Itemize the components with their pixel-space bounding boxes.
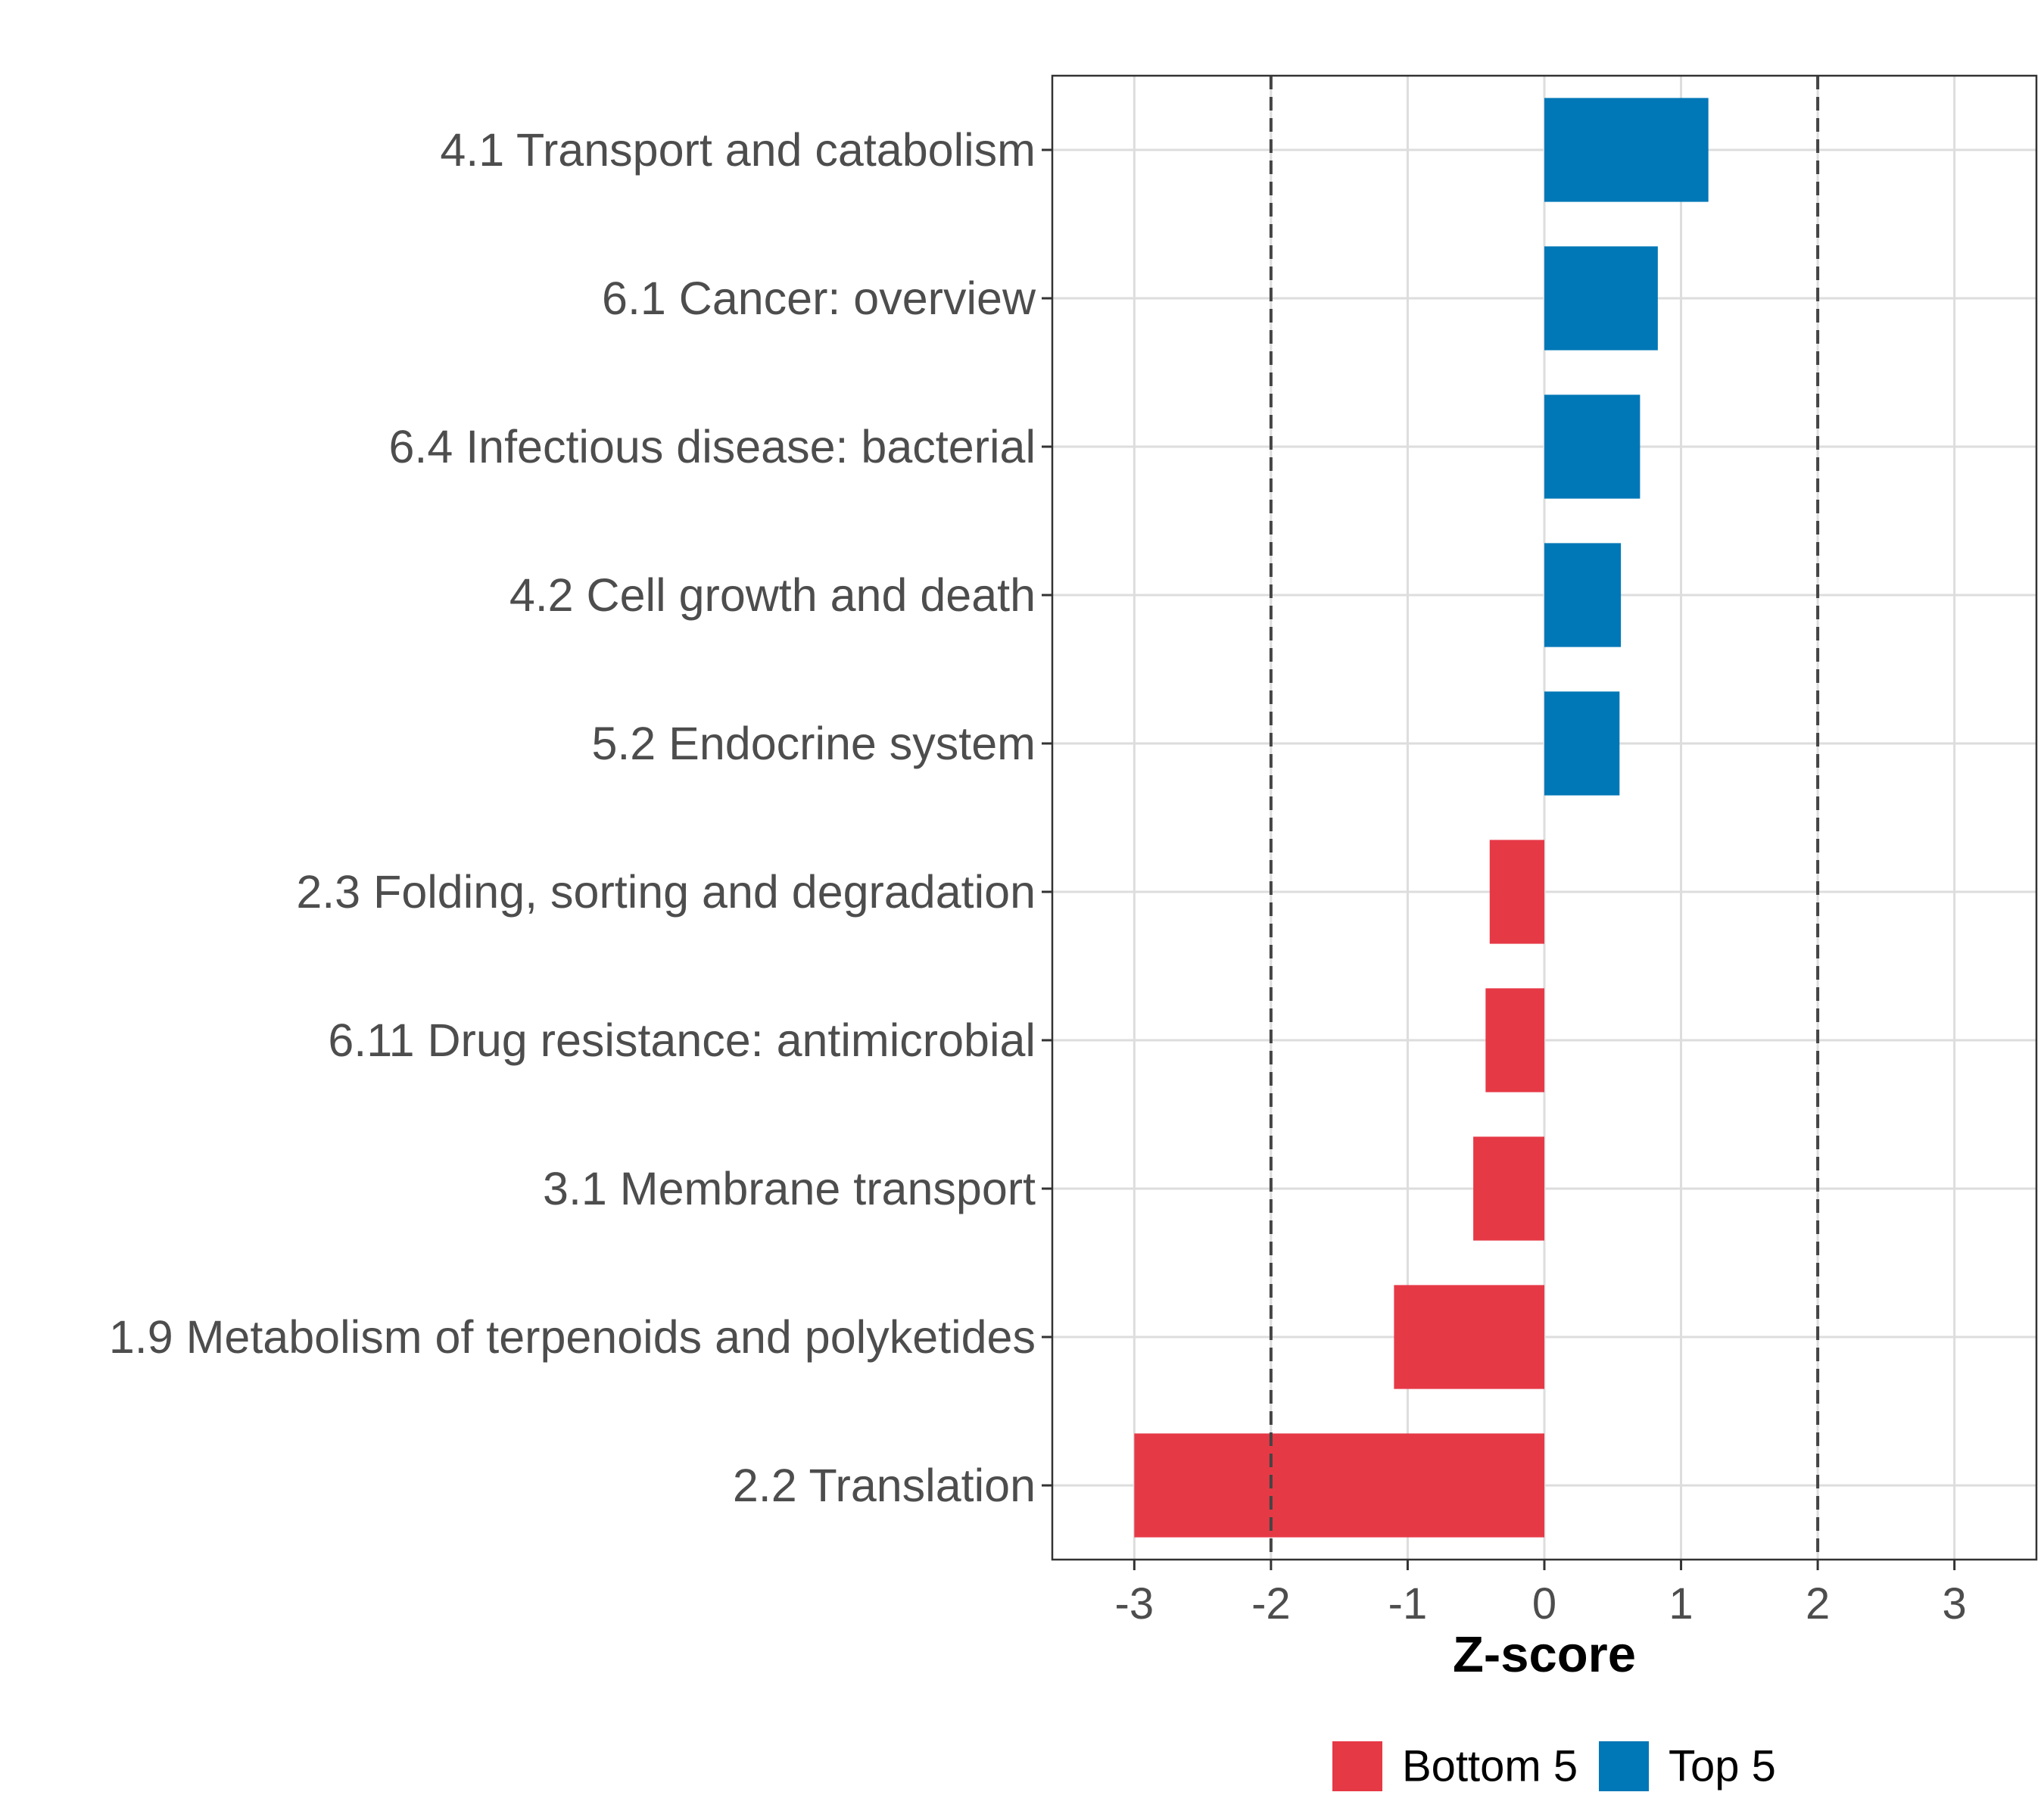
x-tick-label: 2 xyxy=(1806,1579,1830,1628)
bar-layer xyxy=(1134,98,1709,1538)
x-tick-label: 3 xyxy=(1943,1579,1967,1628)
x-tick-label: 0 xyxy=(1532,1579,1556,1628)
bar xyxy=(1544,394,1640,499)
category-label: 3.1 Membrane transport xyxy=(543,1163,1036,1214)
legend: Bottom 5 Top 5 xyxy=(1332,1741,1776,1791)
x-axis-title: Z-score xyxy=(1453,1626,1636,1683)
category-label: 6.1 Cancer: overview xyxy=(602,273,1036,324)
x-tick-label: -1 xyxy=(1388,1579,1428,1628)
legend-swatch xyxy=(1332,1741,1382,1791)
bar xyxy=(1544,543,1622,647)
y-axis-ticks: 4.1 Transport and catabolism 6.1 Cancer: … xyxy=(109,124,1052,1511)
category-label: 5.2 Endocrine system xyxy=(591,718,1036,769)
bar xyxy=(1544,98,1709,202)
bar xyxy=(1544,691,1620,796)
category-label: 6.11 Drug resistance: antimicrobial xyxy=(328,1014,1036,1066)
reference-lines xyxy=(1269,76,1820,1560)
category-label: 2.2 Translation xyxy=(733,1460,1036,1511)
legend-label: Bottom 5 xyxy=(1402,1742,1578,1791)
x-tick-label: -3 xyxy=(1115,1579,1154,1628)
legend-label: Top 5 xyxy=(1669,1742,1776,1791)
bar xyxy=(1473,1136,1544,1241)
x-tick-label: 1 xyxy=(1669,1579,1693,1628)
category-label: 4.1 Transport and catabolism xyxy=(440,124,1036,176)
bar xyxy=(1544,246,1658,351)
category-label: 2.3 Folding, sorting and degradation xyxy=(296,866,1036,918)
category-label: 4.2 Cell growth and death xyxy=(509,569,1036,621)
bar xyxy=(1489,840,1544,944)
x-tick-label: -2 xyxy=(1251,1579,1291,1628)
category-label: 6.4 Infectious disease: bacterial xyxy=(388,421,1036,472)
category-label: 1.9 Metabolism of terpenoids and polyket… xyxy=(109,1311,1036,1363)
bar xyxy=(1394,1285,1544,1389)
legend-swatch xyxy=(1599,1741,1649,1791)
bar xyxy=(1485,988,1544,1092)
x-axis-ticks: -3 -2 -1 0 1 2 3 xyxy=(1115,1560,1967,1628)
bar xyxy=(1134,1433,1544,1538)
